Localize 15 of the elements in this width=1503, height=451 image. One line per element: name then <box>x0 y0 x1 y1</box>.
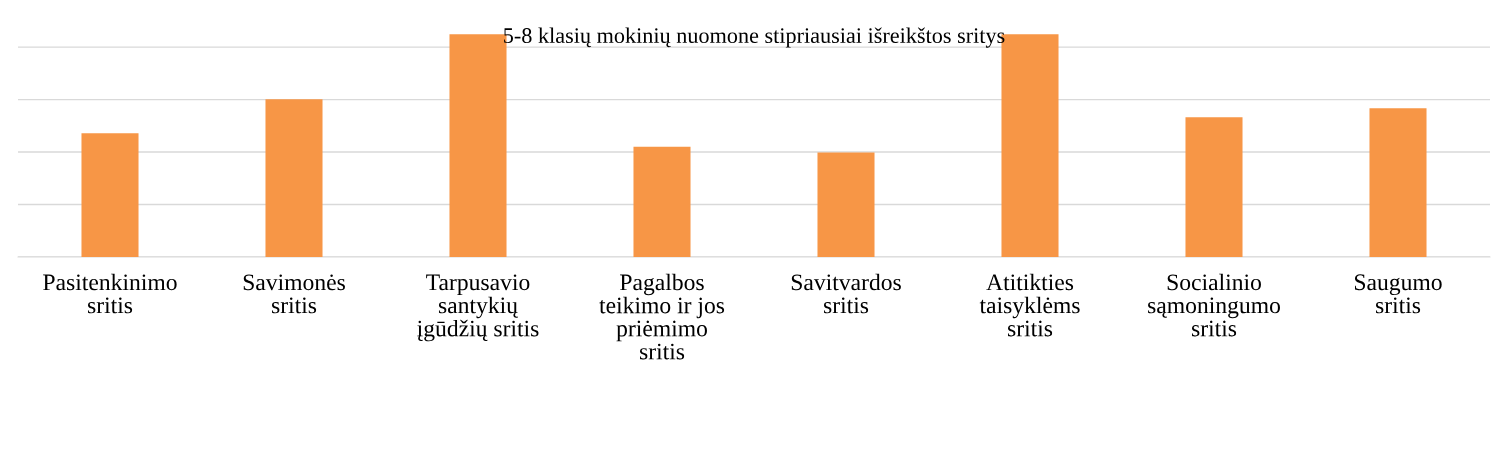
x-tick-label: Atitikties taisyklėms sritis <box>979 273 1080 337</box>
bar <box>1369 108 1427 257</box>
x-tick-label: Savimonės sritis <box>243 274 345 314</box>
bar <box>265 99 323 257</box>
x-tick-label: Tarpusavio santykių įgūdžių sritis <box>417 274 539 342</box>
x-tick-label: Saugumo sritis <box>1354 274 1442 314</box>
bar <box>633 146 691 257</box>
bar <box>1185 117 1243 257</box>
x-tick-label: Pagalbos teikimo ir jos priėmimo sritis <box>599 273 725 360</box>
bar <box>81 133 139 257</box>
x-tick-label: Pasitenkinimo sritis <box>43 273 177 314</box>
chart-title: 5-8 klasių mokinių nuomone stipriausiai išreikštos sritys <box>504 27 1005 48</box>
x-tick-label: Savitvardos sritis <box>791 273 901 314</box>
bar <box>817 152 875 257</box>
x-tick-label: Socialinio sąmoningumo sritis <box>1148 273 1280 337</box>
